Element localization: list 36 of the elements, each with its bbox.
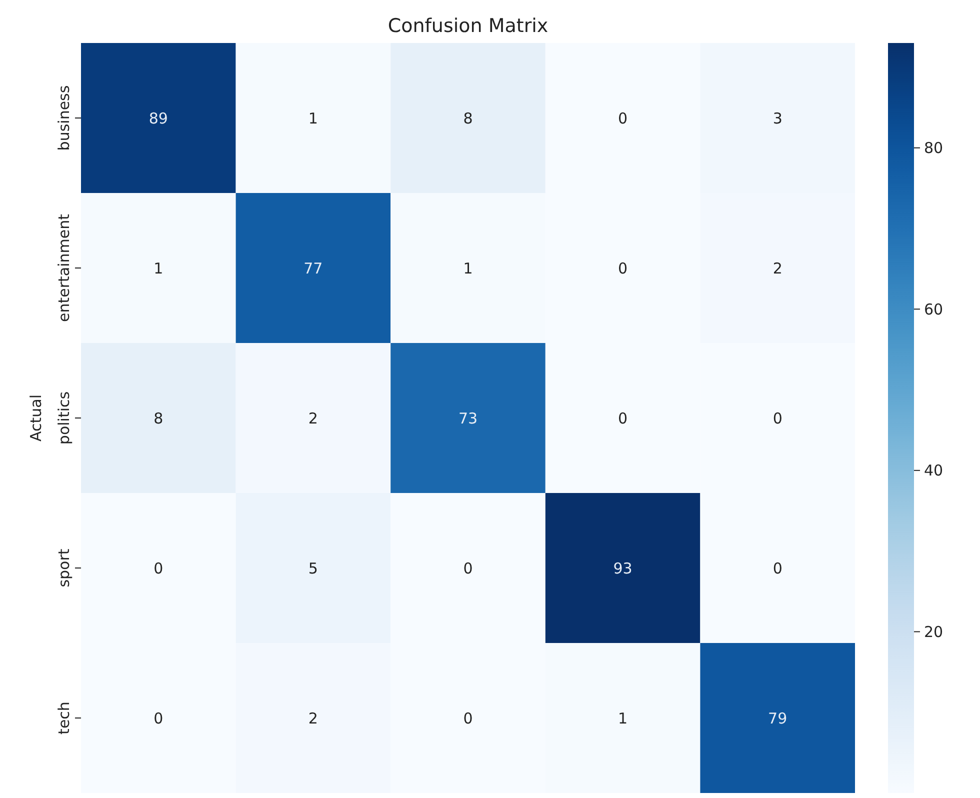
y-tick-label: entertainment [55, 214, 73, 322]
data-label: 73 [458, 409, 478, 428]
data-label: 0 [463, 709, 473, 728]
data-label: 0 [618, 109, 628, 128]
color-bar-label: 20 [924, 622, 944, 641]
data-label: 0 [772, 559, 782, 578]
data-label: 1 [618, 709, 628, 728]
y-tick-label: business [55, 85, 73, 151]
y-tick-label: politics [55, 391, 73, 445]
y-tick-label: tech [55, 702, 73, 734]
chart-title: Confusion Matrix [388, 15, 548, 37]
color-bar-label: 60 [924, 300, 944, 318]
y-axis-title: Actual [27, 394, 45, 442]
data-label: 8 [463, 109, 473, 128]
data-label: 79 [768, 709, 788, 728]
data-label: 3 [772, 109, 782, 128]
data-label: 89 [148, 109, 168, 128]
data-label: 5 [308, 559, 318, 578]
data-label: 2 [772, 259, 782, 278]
data-label: 0 [772, 409, 782, 428]
data-label: 0 [463, 559, 473, 578]
data-label: 2 [308, 709, 318, 728]
data-label: 1 [463, 259, 473, 278]
data-label: 8 [154, 409, 164, 428]
data-label: 93 [613, 559, 632, 578]
color-bar-label: 40 [924, 462, 944, 480]
data-label: 1 [308, 109, 318, 128]
data-label: 0 [154, 559, 164, 578]
data-label: 0 [618, 259, 628, 278]
data-label: 0 [618, 409, 628, 428]
color-bar-label: 80 [924, 139, 944, 158]
data-label: 2 [308, 409, 318, 428]
y-tick-label: sport [55, 548, 73, 588]
data-label: 77 [304, 259, 323, 278]
data-label: 1 [154, 259, 164, 278]
data-label: 0 [154, 709, 164, 728]
